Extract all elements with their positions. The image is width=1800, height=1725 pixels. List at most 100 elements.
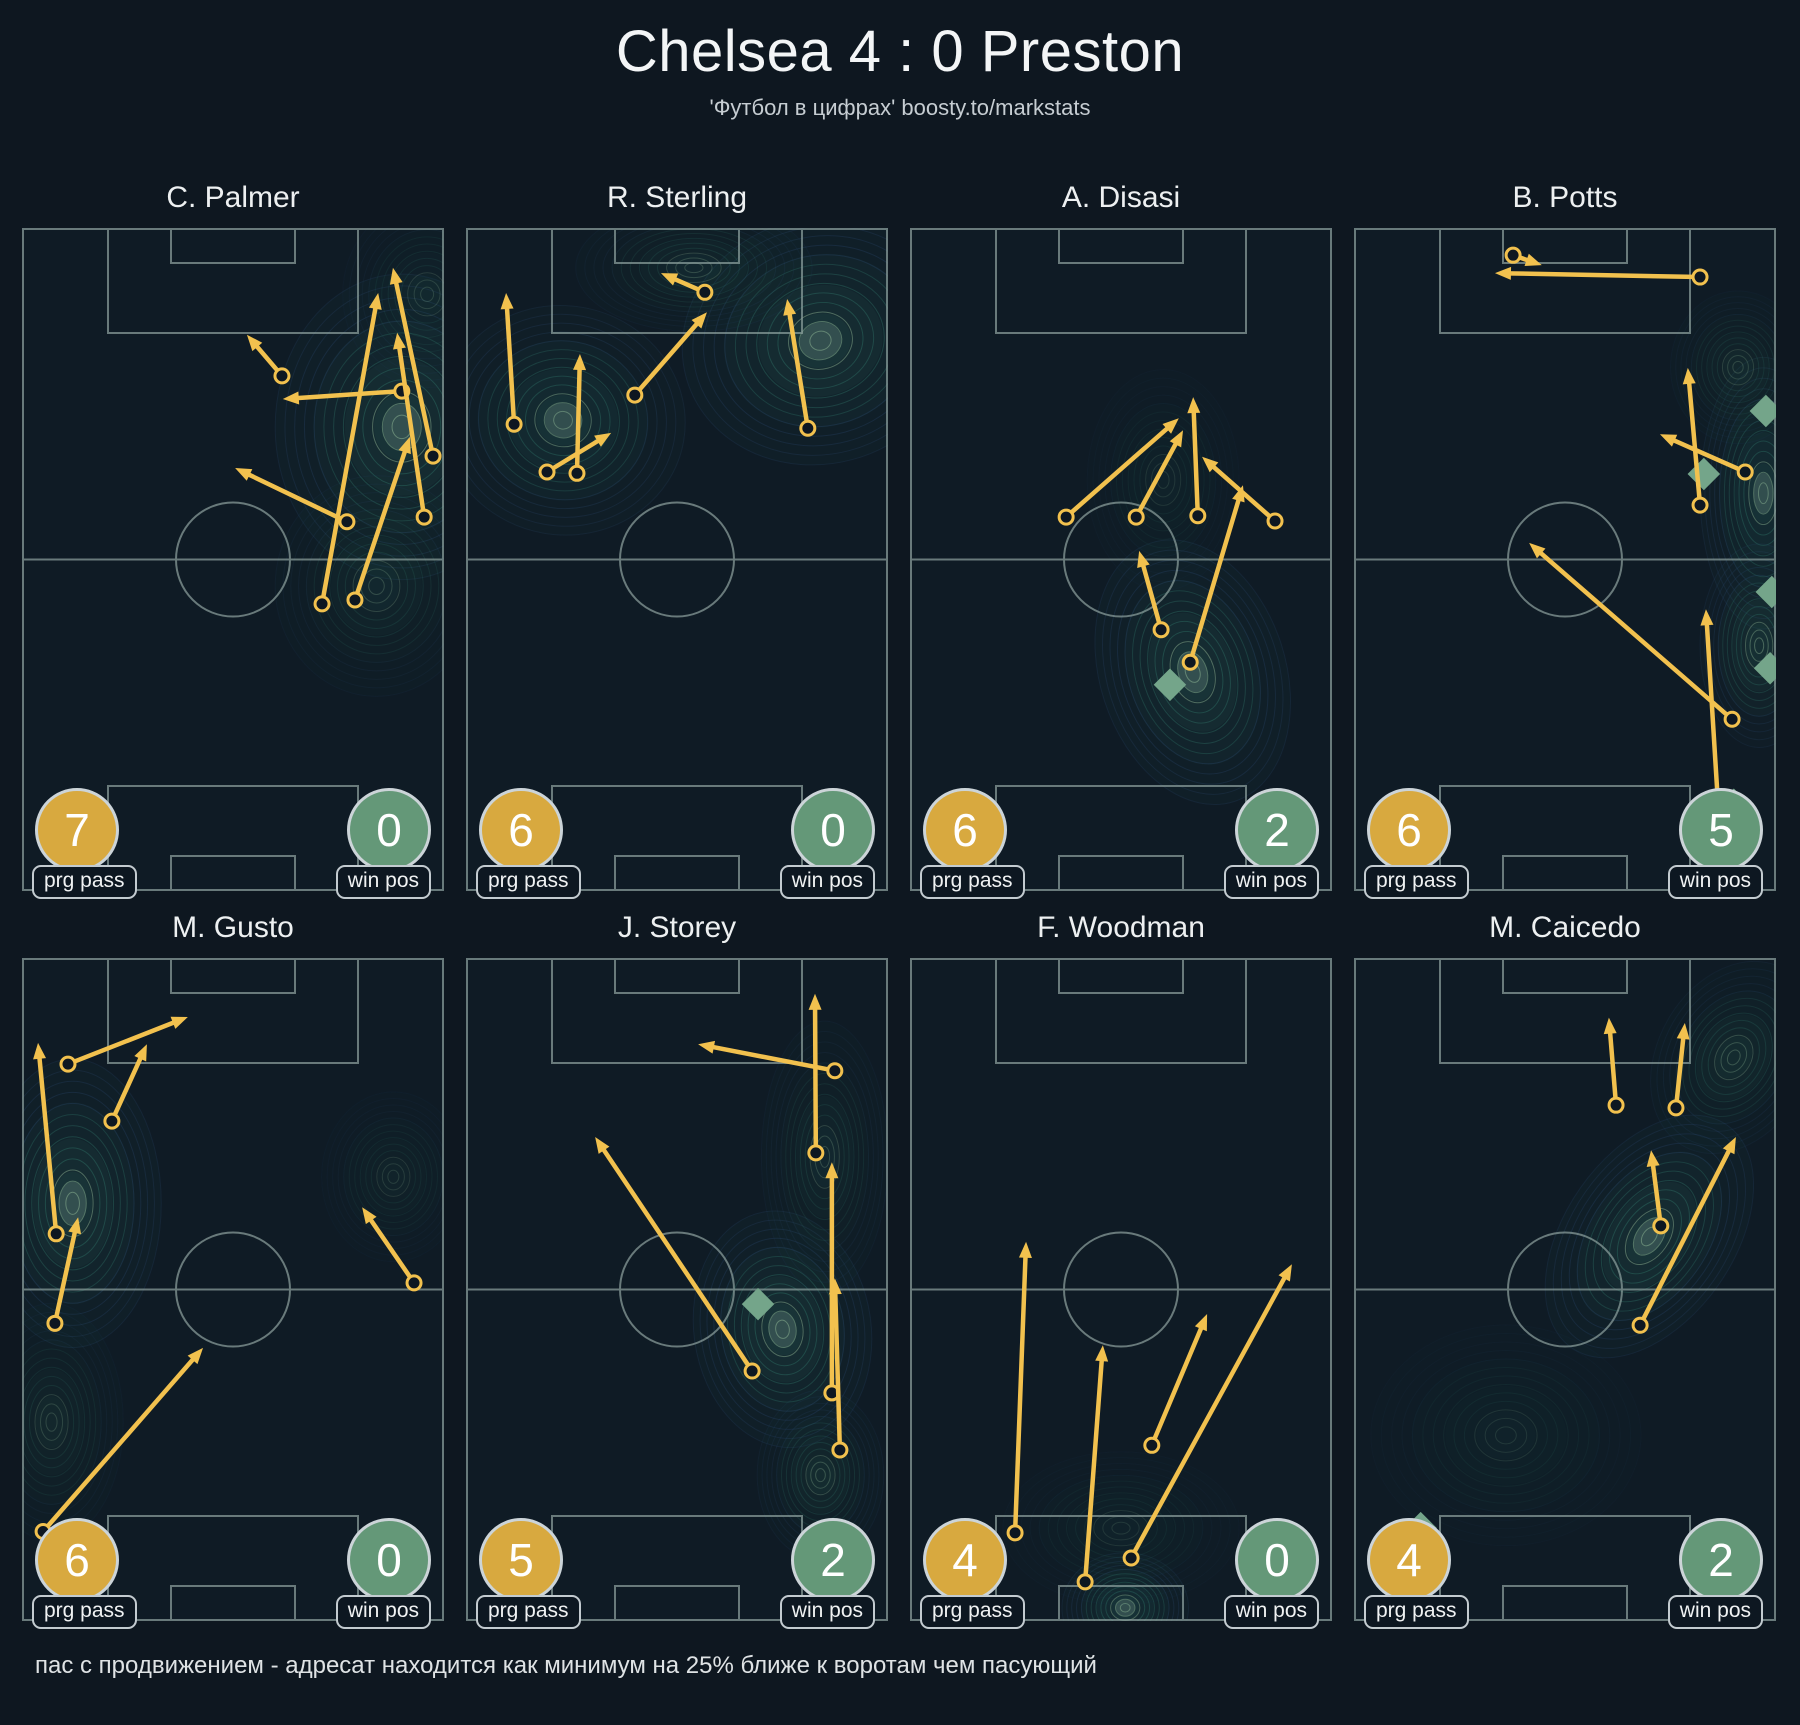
pass-arrow: [1137, 550, 1170, 639]
player-name: F. Woodman: [1037, 911, 1205, 944]
heat-contour-ring: [775, 1051, 874, 1262]
heat-glow: [377, 1158, 410, 1196]
win-pos-label: win pos: [1667, 865, 1763, 899]
heat-glow: [1749, 463, 1776, 524]
heat-contour-ring: [274, 273, 444, 581]
heatmap-blob: [1699, 356, 1776, 630]
heat-contour-ring: [1084, 1504, 1158, 1553]
heat-contour-ring: [1584, 1161, 1714, 1312]
heat-contour-ring: [413, 279, 441, 310]
heat-contour-ring: [31, 1136, 115, 1271]
heat-contour-ring: [1592, 1170, 1706, 1303]
pass-origin-marker: [807, 1144, 825, 1162]
heat-contour-ring: [1754, 637, 1765, 655]
heat-contour-ring: [420, 286, 435, 302]
win-pos-badge: 2: [1679, 1518, 1763, 1602]
pass-origin-marker: [1181, 653, 1199, 671]
win-position-diamond: [1153, 668, 1187, 702]
pass-arrow: [103, 1044, 147, 1130]
pass-arrow: [1076, 1345, 1109, 1591]
heat-contour-ring: [809, 330, 832, 351]
prg-pass-badge: 5: [479, 1518, 563, 1602]
heat-glow: [1717, 574, 1776, 717]
heat-contour-ring: [1749, 629, 1769, 662]
pass-arrow-shaft: [574, 363, 582, 476]
heat-contour-ring: [1704, 551, 1776, 741]
goal-box-bottom: [170, 1585, 296, 1621]
heat-contour-ring: [342, 228, 444, 389]
heat-contour-ring: [810, 1461, 831, 1489]
heat-contour-ring: [1732, 360, 1744, 374]
heat-contour-ring: [770, 1041, 879, 1273]
win-position-diamond: [1753, 651, 1776, 685]
heat-contour-ring: [766, 292, 875, 389]
prg-pass-label: prg pass: [476, 1595, 581, 1629]
heat-glow: [408, 273, 444, 315]
pass-origin-marker: [505, 415, 523, 433]
heat-contour-ring: [1735, 606, 1776, 686]
pass-origin-marker: [1667, 1099, 1685, 1117]
heat-glow: [762, 1303, 803, 1356]
pitch: 6 prg pass 0 win pos: [466, 228, 888, 899]
heat-contour-ring: [524, 384, 602, 457]
player-name: A. Disasi: [1061, 181, 1181, 214]
header: Chelsea 4 : 0 Preston 'Футбол в цифрах' …: [0, 18, 1800, 121]
pass-arrow: [389, 267, 442, 465]
heat-contour-ring: [1552, 1123, 1747, 1349]
pass-arrow: [1603, 1017, 1625, 1114]
heat-contour-ring: [1111, 1521, 1131, 1535]
heat-contour-ring: [1380, 1333, 1632, 1538]
heat-contour-ring: [1680, 302, 1776, 433]
heat-contour-ring: [790, 1435, 851, 1515]
heat-contour-ring: [1616, 1198, 1682, 1275]
win-pos-badge: 5: [1679, 788, 1763, 872]
pitch-map: [910, 958, 1332, 1621]
prg-pass-label: prg pass: [476, 865, 581, 899]
pitch: 7 prg pass 0 win pos: [22, 228, 444, 899]
pass-origin-marker: [1076, 1573, 1094, 1591]
goal-box-bottom: [614, 1585, 740, 1621]
pass-arrow-head: [828, 1278, 842, 1295]
heat-contour-ring: [1701, 1020, 1767, 1095]
heat-contour-ring: [1076, 1564, 1175, 1621]
pass-arrow-head: [1722, 1137, 1736, 1155]
pitch-map: [1354, 228, 1776, 891]
heat-contour-ring: [747, 1283, 818, 1376]
heat-contour-ring: [321, 526, 432, 646]
heat-contour-ring: [1721, 349, 1755, 386]
heat-contour-ring: [1716, 343, 1760, 392]
pass-arrow-head: [1524, 253, 1542, 267]
win-pos-badge: 2: [791, 1518, 875, 1602]
pass-arrow-shaft: [1504, 271, 1703, 280]
heat-contour-ring: [754, 1292, 811, 1367]
heat-contour-ring: [1727, 354, 1749, 380]
prg-pass-badge: 7: [35, 788, 119, 872]
pass-arrow-shaft: [544, 436, 604, 475]
pass-origin-marker: [1189, 507, 1207, 525]
pass-arrow: [246, 334, 291, 385]
heat-contour-ring: [1463, 1400, 1548, 1470]
heat-contour-ring: [313, 517, 440, 655]
heat-contour-ring: [1688, 1005, 1776, 1110]
goal-box-bottom: [1502, 855, 1628, 891]
pass-arrow-head: [1232, 485, 1245, 503]
pass-arrow-shaft: [786, 308, 811, 431]
pass-arrow: [1006, 1241, 1032, 1542]
heat-contour-ring: [1114, 1598, 1136, 1617]
heat-contour-ring: [1177, 651, 1209, 694]
penalty-box-bottom: [107, 785, 359, 891]
pass-arrow: [1529, 542, 1741, 728]
pass-arrow: [1682, 367, 1709, 514]
pass-origin-marker: [1006, 1524, 1024, 1542]
heat-contour-ring: [805, 1455, 836, 1496]
heat-contour-ring: [361, 228, 444, 367]
heat-contour-ring: [760, 1020, 888, 1294]
heat-contour-ring: [1662, 975, 1776, 1140]
heat-contour-ring: [1743, 450, 1776, 536]
goal-box-bottom: [1058, 1585, 1184, 1621]
center-circle: [1063, 501, 1179, 618]
pass-arrow: [783, 298, 817, 437]
center-circle: [619, 1231, 735, 1348]
heat-contour-ring: [1432, 1375, 1580, 1496]
center-circle: [175, 1231, 291, 1348]
